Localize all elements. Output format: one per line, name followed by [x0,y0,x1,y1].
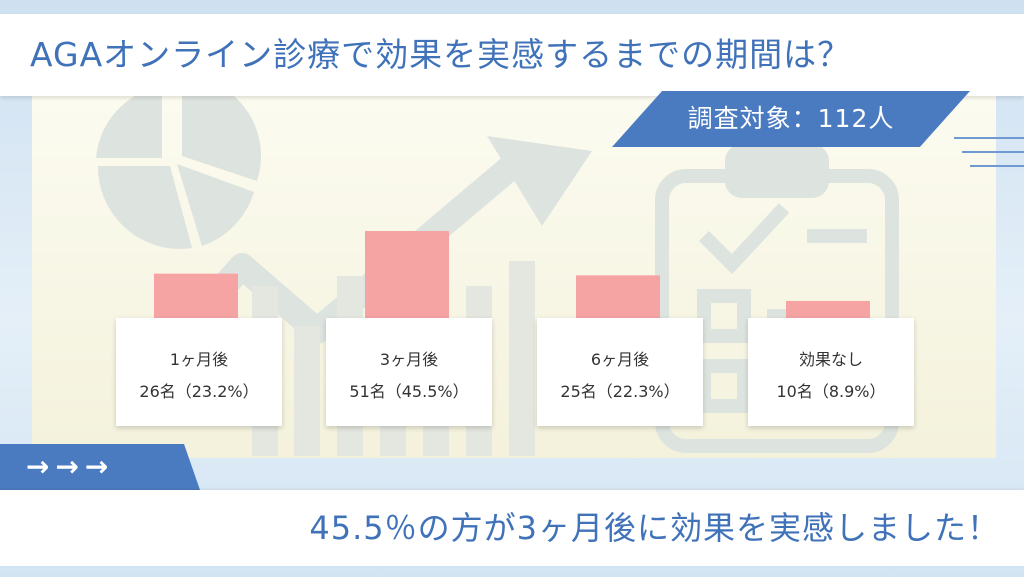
value-label: 51名（45.5%） [349,382,469,401]
survey-count-label: 調査対象：112人 [687,104,895,133]
pie-chart-icon [96,96,261,249]
category-label: 6ヶ月後 [590,350,650,369]
stripe-decoration [954,137,1024,167]
bar-1 [154,273,238,320]
bar-2 [365,231,449,320]
bar-label-card: 6ヶ月後 25名（22.3%） [537,318,703,426]
arrow-icons: →→→ [26,450,115,483]
category-label: 効果なし [798,350,863,369]
value-label: 10名（8.9%） [776,382,886,401]
page-title: AGAオンライン診療で効果を実感するまでの期間は？ [30,35,852,74]
conclusion-bar: 45.5％の方が3ヶ月後に効果を実感しました！ [0,490,1024,566]
value-label: 25名（22.3%） [560,382,680,401]
bar-4 [786,300,870,320]
value-label: 26名（23.2%） [139,382,259,401]
bar-label-card: 効果なし 10名（8.9%） [748,318,914,426]
bar-label-card: 1ヶ月後 26名（23.2%） [116,318,282,426]
title-bar: AGAオンライン診療で効果を実感するまでの期間は？ [0,14,1024,96]
clipboard-icon [655,144,899,453]
category-label: 3ヶ月後 [379,350,439,369]
arrow-tab: →→→ [0,444,200,490]
bar-label-card: 3ヶ月後 51名（45.5%） [326,318,492,426]
category-label: 1ヶ月後 [169,350,229,369]
conclusion-text: 45.5％の方が3ヶ月後に効果を実感しました！ [309,509,1000,547]
survey-badge: 調査対象：112人 [612,91,970,147]
bar-3 [576,275,660,320]
